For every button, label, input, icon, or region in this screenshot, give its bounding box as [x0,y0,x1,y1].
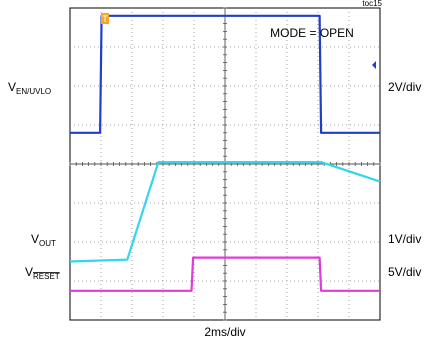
trigger-marker-label: T [102,14,108,24]
scale-label-reset: 5V/div [388,265,421,279]
trace-reset [70,256,380,292]
scale-label-en-uvlo: 2V/div [388,80,421,94]
trace-vout [69,161,381,263]
grid [69,7,381,321]
channel-label-en-uvlo-sub: EN/UVLO [16,87,51,96]
channel-label-reset: VRESET [25,265,60,281]
channel-label-en-uvlo: VEN/UVLO [8,80,51,96]
trigger-marker: T [101,13,109,24]
time-scale-label: 2ms/div [204,325,245,339]
channel-label-reset-main: V [25,265,33,279]
channel-offset-marker-icon [372,61,376,69]
trace-en-uvlo [70,14,380,134]
channel-label-reset-sub: RESET [33,272,60,281]
channel-label-vout: VOUT [31,232,56,248]
channel-label-vout-main: V [31,232,39,246]
scale-label-vout: 1V/div [388,232,421,246]
mode-label: MODE = OPEN [270,26,354,40]
channel-label-vout-sub: OUT [39,239,56,248]
channel-label-en-uvlo-main: V [8,80,16,94]
figure-id: toc15 [362,0,382,8]
traces [69,14,381,292]
